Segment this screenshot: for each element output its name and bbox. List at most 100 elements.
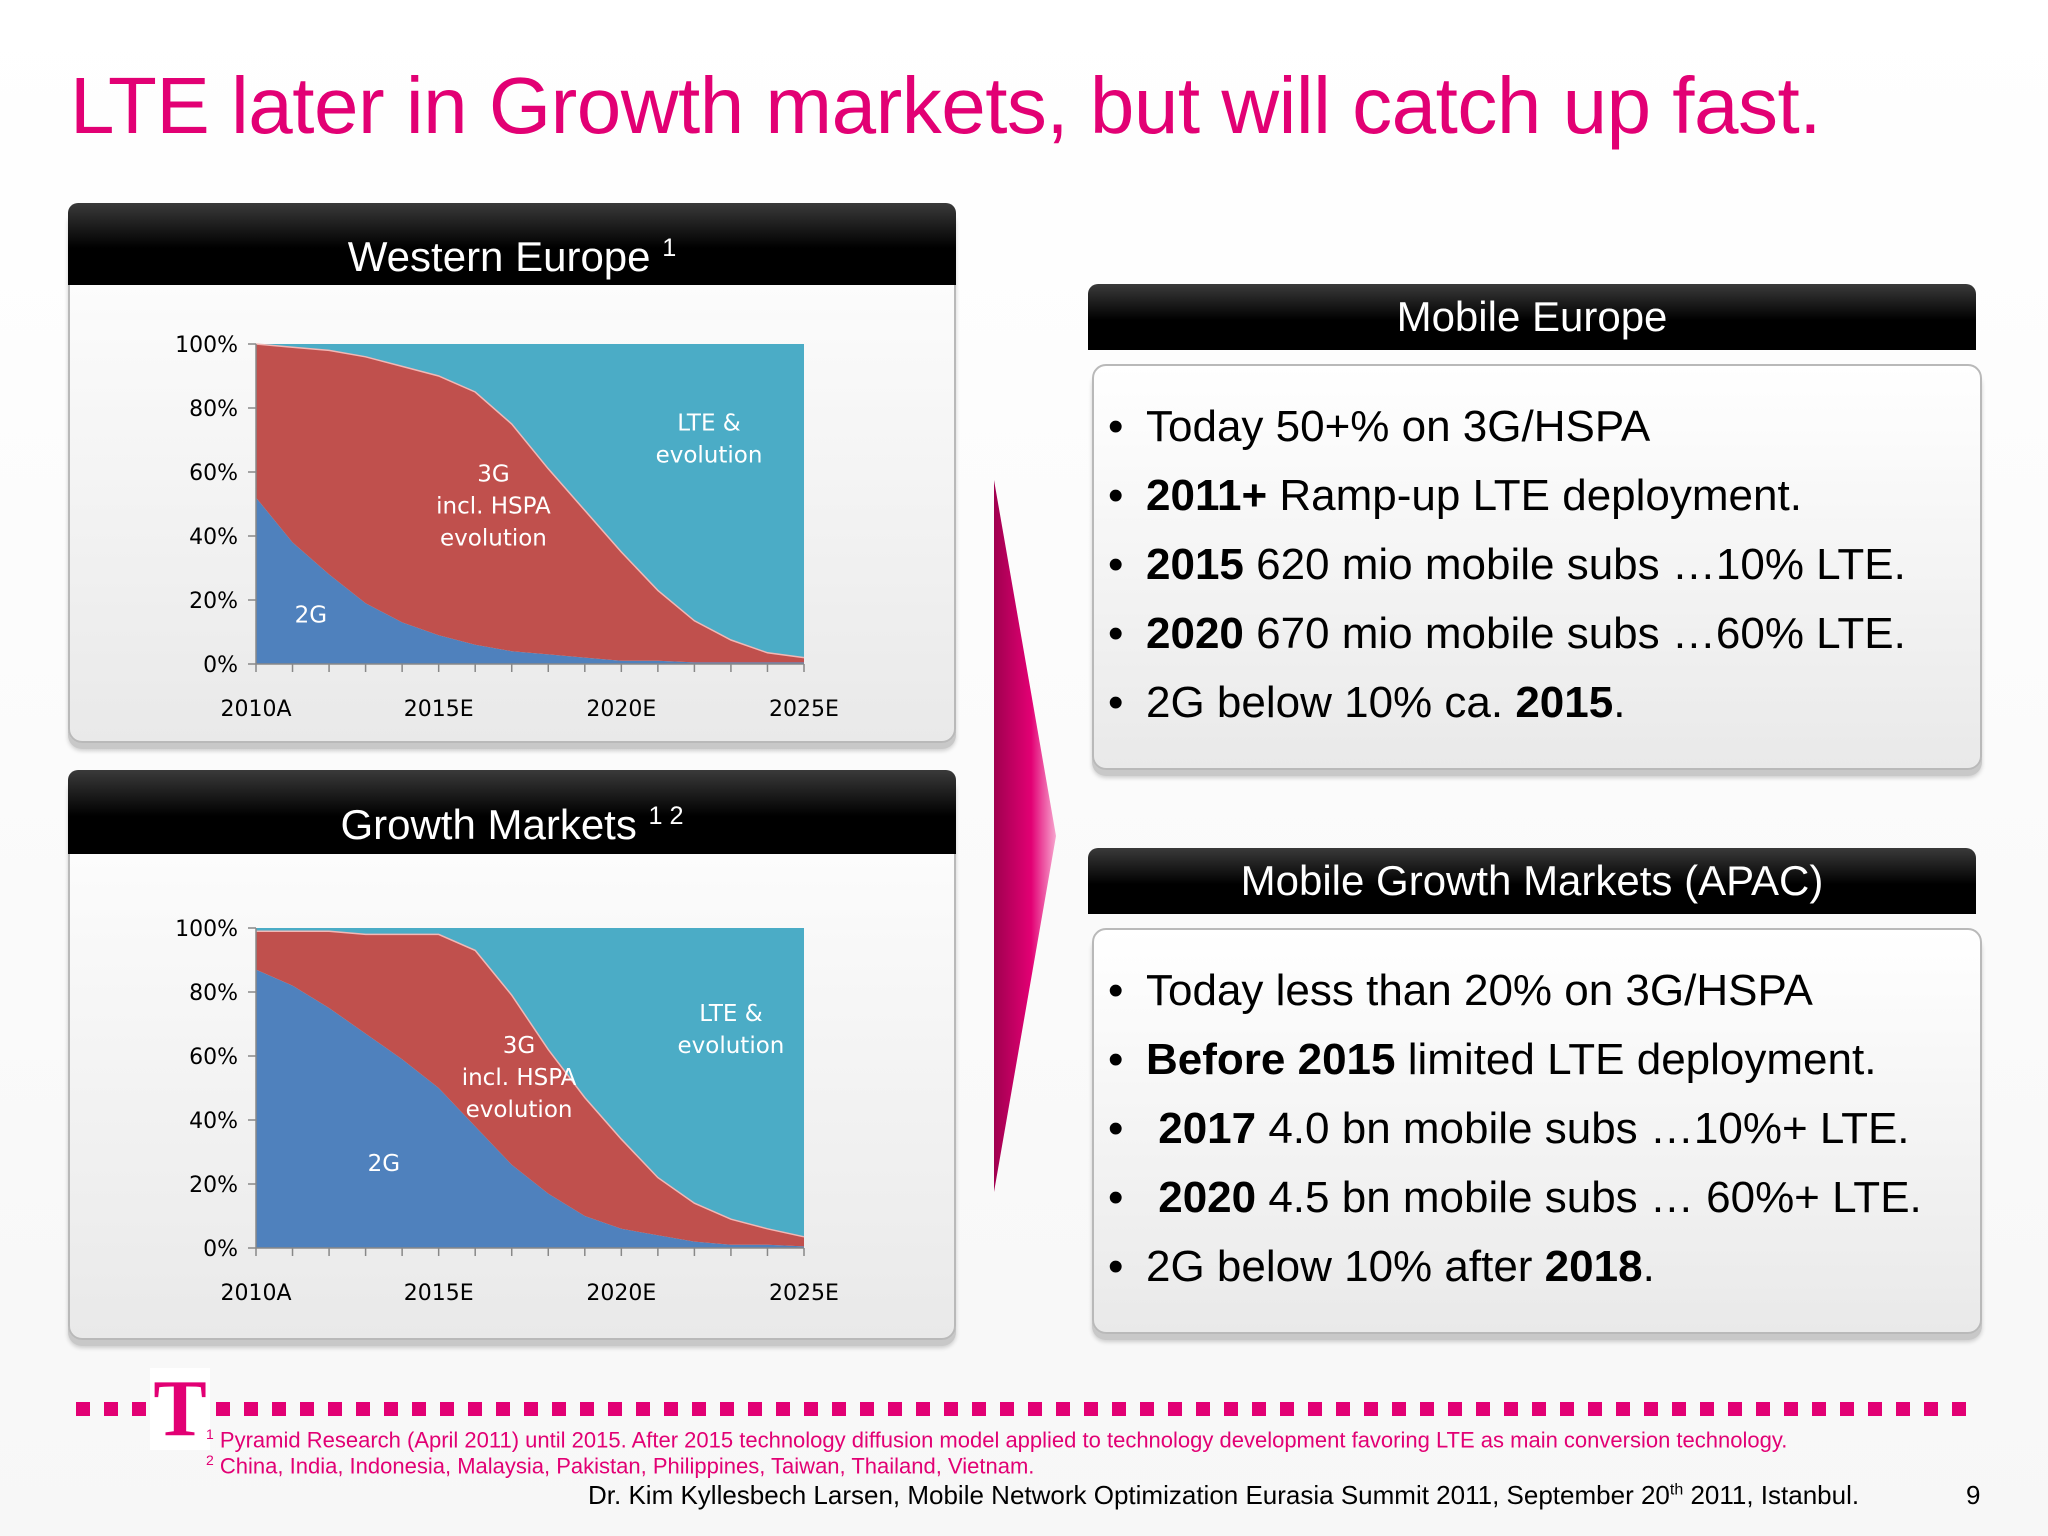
y-tick-label: 40% xyxy=(189,525,238,550)
bullet-text: . xyxy=(1642,1242,1655,1291)
mobile-europe-panel xyxy=(1092,364,1982,770)
bullet-dot: • xyxy=(1108,1173,1124,1222)
bullet-text: . xyxy=(1613,678,1626,727)
area-series-3 xyxy=(256,344,804,658)
y-tick-label: 20% xyxy=(189,1173,238,1198)
footnote-2: 2 China, India, Indonesia, Malaysia, Pak… xyxy=(206,1452,1035,1479)
bullet-dot: • xyxy=(1108,1104,1124,1153)
bullet-bold: 2020 xyxy=(1146,609,1244,658)
bullet-dot: • xyxy=(1108,678,1124,727)
bullet-dot: • xyxy=(1108,402,1124,451)
x-tick-label: 2020E xyxy=(586,697,656,720)
y-tick-label: 80% xyxy=(189,981,238,1006)
mobile-europe-header: Mobile Europe xyxy=(1088,284,1976,350)
bullet-text: 2G below 10% after xyxy=(1146,1242,1545,1291)
presenter-credit: Dr. Kim Kyllesbech Larsen, Mobile Networ… xyxy=(588,1480,1860,1510)
bullet-item: • 2G below 10% ca. 2015. xyxy=(1108,678,1625,728)
growth-markets-footnote-ref: 1 2 xyxy=(648,802,684,830)
footnote-1: 1 Pyramid Research (April 2011) until 20… xyxy=(206,1426,1788,1453)
x-tick-label: 2020E xyxy=(586,1281,656,1304)
bullet-text: 4.5 bn mobile subs … 60%+ LTE. xyxy=(1256,1173,1922,1222)
western-europe-title: Western Europe xyxy=(347,233,651,280)
mobile-growth-title: Mobile Growth Markets (APAC) xyxy=(1240,857,1824,904)
area-label: evolution xyxy=(678,1033,785,1059)
y-tick-label: 80% xyxy=(189,397,238,422)
x-tick-label: 2010A xyxy=(220,1281,291,1304)
y-tick-label: 60% xyxy=(189,461,238,486)
bullet-text: 620 mio mobile subs …10% LTE. xyxy=(1243,540,1906,589)
area-label: evolution xyxy=(440,526,547,552)
western-europe-footnote-ref: 1 xyxy=(662,234,677,262)
y-tick-label: 100% xyxy=(175,917,238,942)
area-series-3 xyxy=(256,928,804,1237)
bullet-bold: 2017 xyxy=(1146,1104,1257,1153)
x-tick-label: 2010A xyxy=(220,697,291,720)
bullet-item: • 2G below 10% after 2018. xyxy=(1108,1242,1655,1292)
bullet-dot: • xyxy=(1108,609,1124,658)
bullet-bold: 2015 xyxy=(1146,540,1244,589)
y-tick-label: 20% xyxy=(189,589,238,614)
area-label: incl. HSPA xyxy=(462,1065,577,1091)
area-label: evolution xyxy=(656,442,763,468)
bullet-bold: 2015 xyxy=(1515,678,1614,727)
area-label: 3G xyxy=(477,462,509,488)
western-europe-chart: 0% 20% 40% 60% 80% 100% 2010A 2015E 2020E 2025E 2G… xyxy=(175,333,839,720)
bullet-bold: 2011+ xyxy=(1146,471,1268,520)
bullet-dot: • xyxy=(1108,966,1124,1015)
bullet-item: • Today 50+% on 3G/HSPA xyxy=(1108,402,1650,452)
bullet-text: Today 50+% on 3G/HSPA xyxy=(1146,402,1651,451)
bullet-item: • Before 2015 limited LTE deployment. xyxy=(1108,1035,1876,1085)
bullet-text: 2G below 10% ca. xyxy=(1146,678,1516,727)
area-label: LTE & xyxy=(677,410,741,436)
y-tick-label: 40% xyxy=(189,1109,238,1134)
x-tick-label: 2015E xyxy=(404,697,474,720)
mobile-europe-title: Mobile Europe xyxy=(1396,293,1668,340)
bullet-item: • 2020 4.5 bn mobile subs … 60%+ LTE. xyxy=(1108,1173,1922,1223)
bullet-bold: 2018 xyxy=(1544,1242,1643,1291)
area-label: 2G xyxy=(295,602,327,628)
bullet-text: limited LTE deployment. xyxy=(1395,1035,1877,1084)
bullet-dot: • xyxy=(1108,1035,1124,1084)
bullet-item: • 2017 4.0 bn mobile subs …10%+ LTE. xyxy=(1108,1104,1910,1154)
bullet-bold: Before 2015 xyxy=(1146,1035,1396,1084)
growth-markets-header: Growth Markets 1 2 xyxy=(68,770,956,854)
area-series-1 xyxy=(256,969,804,1248)
x-tick-label: 2015E xyxy=(404,1281,474,1304)
growth-markets-chart: 0% 20% 40% 60% 80% 100% 2010A 2015E 2020E 2025E 2G… xyxy=(175,917,839,1304)
telekom-logo: T xyxy=(150,1368,210,1450)
growth-markets-title: Growth Markets xyxy=(340,801,637,848)
bullet-item: • 2020 670 mio mobile subs …60% LTE. xyxy=(1108,609,1906,659)
footer-dotted-line xyxy=(76,1402,1972,1416)
page-title: LTE later in Growth markets, but will ca… xyxy=(70,61,1821,150)
x-tick-label: 2025E xyxy=(769,697,839,720)
y-tick-label: 0% xyxy=(203,1237,238,1262)
x-tick-label: 2025E xyxy=(769,1281,839,1304)
area-series-2 xyxy=(256,931,804,1247)
bullet-item: • 2011+ Ramp-up LTE deployment. xyxy=(1108,471,1802,521)
bullet-bold: 2020 xyxy=(1146,1173,1257,1222)
bullet-text: 670 mio mobile subs …60% LTE. xyxy=(1243,609,1906,658)
area-label: incl. HSPA xyxy=(436,494,551,520)
y-tick-label: 60% xyxy=(189,1045,238,1070)
area-label: 3G xyxy=(503,1033,535,1059)
bullet-item: • Today less than 20% on 3G/HSPA xyxy=(1108,966,1813,1016)
bullet-dot: • xyxy=(1108,1242,1124,1291)
area-series-2 xyxy=(256,344,804,663)
mobile-growth-header: Mobile Growth Markets (APAC) xyxy=(1088,848,1976,914)
area-label: LTE & xyxy=(699,1001,763,1027)
bullet-item: • 2015 620 mio mobile subs …10% LTE. xyxy=(1108,540,1906,590)
y-tick-label: 0% xyxy=(203,653,238,678)
area-series-1 xyxy=(256,497,804,664)
western-europe-header: Western Europe 1 xyxy=(68,203,956,285)
page-number: 9 xyxy=(1966,1480,1981,1510)
bullet-text: 4.0 bn mobile subs …10%+ LTE. xyxy=(1256,1104,1910,1153)
area-label: 2G xyxy=(368,1151,400,1177)
bullet-dot: • xyxy=(1108,540,1124,589)
bullet-text: Ramp-up LTE deployment. xyxy=(1267,471,1802,520)
telekom-logo-letter: T xyxy=(153,1365,207,1453)
area-label: evolution xyxy=(466,1097,573,1123)
y-tick-label: 100% xyxy=(175,333,238,358)
bullet-dot: • xyxy=(1108,471,1124,520)
boundary-line xyxy=(255,343,805,659)
bullet-text: Today less than 20% on 3G/HSPA xyxy=(1146,966,1813,1015)
